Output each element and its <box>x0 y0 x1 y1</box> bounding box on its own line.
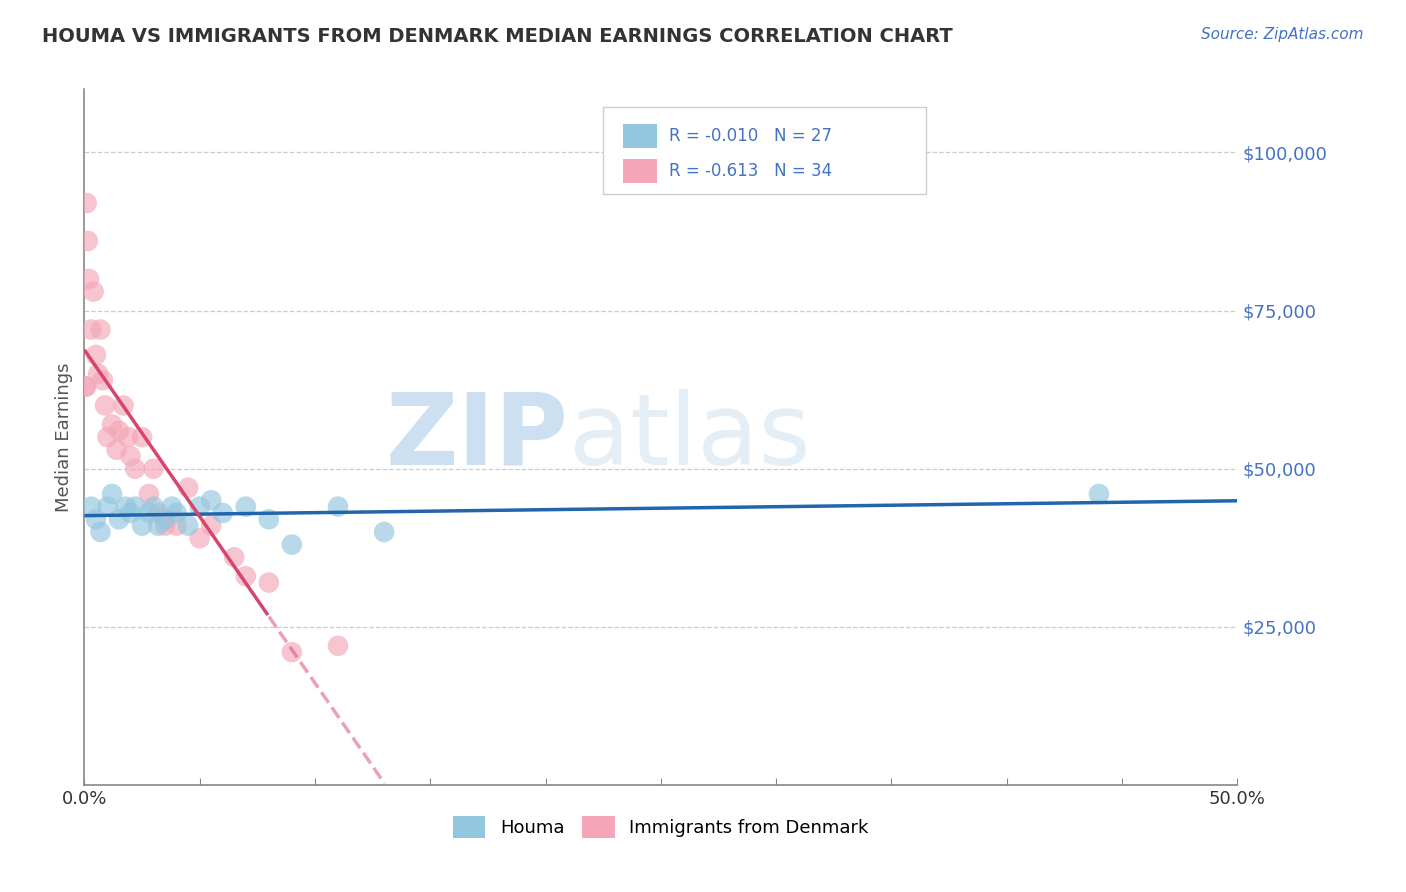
Point <box>112 399 135 413</box>
Legend: Houma, Immigrants from Denmark: Houma, Immigrants from Denmark <box>446 809 876 846</box>
Point <box>153 512 176 526</box>
Point <box>326 500 349 514</box>
Point <box>117 430 139 444</box>
Point <box>177 518 200 533</box>
Text: R = -0.613   N = 34: R = -0.613 N = 34 <box>669 161 832 179</box>
Point <box>257 512 280 526</box>
Point <box>235 569 257 583</box>
Point <box>76 196 98 211</box>
Point <box>83 285 105 299</box>
Point <box>94 399 117 413</box>
Point <box>1088 487 1111 501</box>
Point <box>108 512 131 526</box>
Point <box>211 506 233 520</box>
Point <box>84 348 107 362</box>
Y-axis label: Median Earnings: Median Earnings <box>55 362 73 512</box>
Point <box>75 379 97 393</box>
Point <box>200 518 222 533</box>
Point <box>373 524 395 539</box>
Point <box>96 430 118 444</box>
Point <box>326 639 349 653</box>
Point <box>138 506 160 520</box>
Point <box>177 481 200 495</box>
Text: HOUMA VS IMMIGRANTS FROM DENMARK MEDIAN EARNINGS CORRELATION CHART: HOUMA VS IMMIGRANTS FROM DENMARK MEDIAN … <box>42 27 953 45</box>
Point <box>146 506 169 520</box>
Point <box>75 379 97 393</box>
Bar <box>623 124 658 148</box>
Text: R = -0.010   N = 27: R = -0.010 N = 27 <box>669 127 832 145</box>
Point <box>89 524 111 539</box>
Point <box>124 461 146 475</box>
Text: Source: ZipAtlas.com: Source: ZipAtlas.com <box>1201 27 1364 42</box>
Point <box>91 373 114 387</box>
Point <box>96 500 118 514</box>
Point <box>120 449 142 463</box>
Point <box>153 518 176 533</box>
Point <box>188 500 211 514</box>
Point <box>115 500 138 514</box>
Point <box>142 500 165 514</box>
Point <box>200 493 222 508</box>
Bar <box>623 159 658 183</box>
Point <box>108 424 131 438</box>
Point <box>87 367 110 381</box>
Point <box>105 442 128 457</box>
Point <box>257 575 280 590</box>
Point <box>235 500 257 514</box>
Point <box>77 272 100 286</box>
Point <box>89 322 111 336</box>
Point <box>138 487 160 501</box>
Point <box>131 518 153 533</box>
Point <box>131 430 153 444</box>
Point <box>166 506 188 520</box>
Point <box>281 645 304 659</box>
Point <box>281 538 304 552</box>
Text: ZIP: ZIP <box>385 389 568 485</box>
Point <box>166 518 188 533</box>
Point <box>146 518 169 533</box>
FancyBboxPatch shape <box>603 106 927 194</box>
Point <box>101 487 124 501</box>
Point <box>142 461 165 475</box>
Point <box>224 550 246 565</box>
Point <box>160 500 183 514</box>
Point <box>101 417 124 432</box>
Point <box>80 322 103 336</box>
Point <box>80 500 103 514</box>
Point <box>124 500 146 514</box>
Text: atlas: atlas <box>568 389 810 485</box>
Point <box>120 506 142 520</box>
Point <box>84 512 107 526</box>
Point <box>188 531 211 545</box>
Point <box>76 234 98 248</box>
